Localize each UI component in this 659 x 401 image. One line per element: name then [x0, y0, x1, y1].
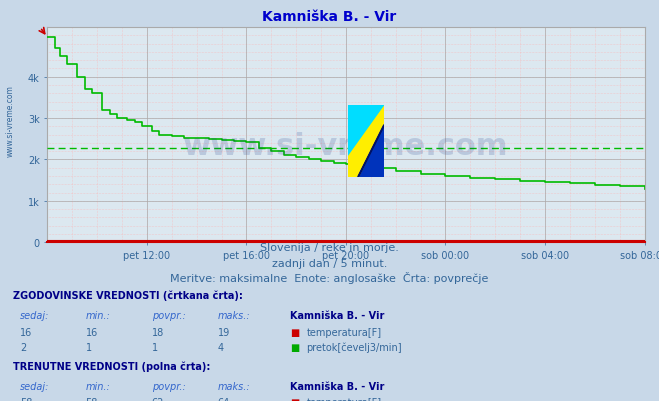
Text: Kamniška B. - Vir: Kamniška B. - Vir — [290, 310, 384, 320]
Text: 16: 16 — [20, 327, 32, 337]
Text: TRENUTNE VREDNOSTI (polna črta):: TRENUTNE VREDNOSTI (polna črta): — [13, 361, 211, 371]
Text: Kamniška B. - Vir: Kamniška B. - Vir — [290, 381, 384, 391]
Text: Meritve: maksimalne  Enote: anglosaške  Črta: povprečje: Meritve: maksimalne Enote: anglosaške Čr… — [170, 271, 489, 283]
Polygon shape — [348, 105, 384, 156]
Text: zadnji dan / 5 minut.: zadnji dan / 5 minut. — [272, 258, 387, 268]
Text: ■: ■ — [290, 342, 299, 352]
Text: 4: 4 — [217, 342, 223, 352]
Text: www.si-vreme.com: www.si-vreme.com — [5, 85, 14, 156]
Text: 16: 16 — [86, 327, 98, 337]
Text: 18: 18 — [152, 327, 164, 337]
Text: 1: 1 — [152, 342, 158, 352]
Polygon shape — [358, 126, 384, 177]
Text: maks.:: maks.: — [217, 310, 250, 320]
Text: 19: 19 — [217, 327, 230, 337]
Text: temperatura[F]: temperatura[F] — [306, 397, 382, 401]
Text: Kamniška B. - Vir: Kamniška B. - Vir — [262, 10, 397, 24]
Text: 2: 2 — [20, 342, 26, 352]
Text: pretok[čevelj3/min]: pretok[čevelj3/min] — [306, 342, 402, 352]
Text: 58: 58 — [20, 397, 32, 401]
Text: povpr.:: povpr.: — [152, 310, 185, 320]
Text: min.:: min.: — [86, 381, 111, 391]
Polygon shape — [358, 127, 384, 177]
Text: 64: 64 — [217, 397, 230, 401]
Text: ■: ■ — [290, 397, 299, 401]
Text: sedaj:: sedaj: — [20, 310, 49, 320]
Text: min.:: min.: — [86, 310, 111, 320]
Text: temperatura[F]: temperatura[F] — [306, 327, 382, 337]
Text: maks.:: maks.: — [217, 381, 250, 391]
Text: Slovenija / reke in morje.: Slovenija / reke in morje. — [260, 243, 399, 253]
Text: 1: 1 — [86, 342, 92, 352]
Text: ZGODOVINSKE VREDNOSTI (črtkana črta):: ZGODOVINSKE VREDNOSTI (črtkana črta): — [13, 290, 243, 301]
Text: www.si-vreme.com: www.si-vreme.com — [183, 132, 509, 160]
Text: povpr.:: povpr.: — [152, 381, 185, 391]
Text: 62: 62 — [152, 397, 164, 401]
Text: ■: ■ — [290, 327, 299, 337]
Text: sedaj:: sedaj: — [20, 381, 49, 391]
Text: 58: 58 — [86, 397, 98, 401]
